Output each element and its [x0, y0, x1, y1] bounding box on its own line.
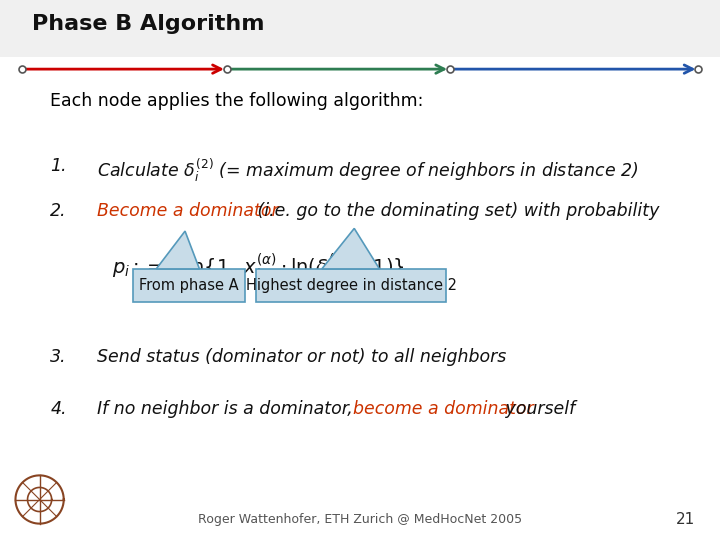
Text: Become a dominator: Become a dominator — [97, 202, 279, 220]
Text: Roger Wattenhofer, ETH Zurich @ MedHocNet 2005: Roger Wattenhofer, ETH Zurich @ MedHocNe… — [198, 513, 522, 526]
Text: Highest degree in distance 2: Highest degree in distance 2 — [246, 278, 456, 293]
Text: $p_i := \min\{1,\; x_i^{(\alpha)} \cdot \ln(\delta_i^{(2)}+1)\}$: $p_i := \min\{1,\; x_i^{(\alpha)} \cdot … — [112, 251, 404, 282]
Text: Calculate $\delta_i^{(2)}$ (= maximum degree of neighbors in distance 2): Calculate $\delta_i^{(2)}$ (= maximum de… — [97, 157, 639, 184]
Text: become a dominator: become a dominator — [353, 400, 534, 417]
Text: From phase A: From phase A — [139, 278, 239, 293]
Text: Phase B Algorithm: Phase B Algorithm — [32, 14, 265, 35]
Text: 2.: 2. — [50, 202, 67, 220]
Text: Each node applies the following algorithm:: Each node applies the following algorith… — [50, 92, 424, 110]
Text: 4.: 4. — [50, 400, 67, 417]
Text: 21: 21 — [675, 512, 695, 527]
FancyBboxPatch shape — [133, 269, 245, 302]
Text: yourself: yourself — [500, 400, 576, 417]
Text: (i.e. go to the dominating set) with probability: (i.e. go to the dominating set) with pro… — [252, 202, 660, 220]
Text: If no neighbor is a dominator,: If no neighbor is a dominator, — [97, 400, 359, 417]
Polygon shape — [322, 228, 379, 269]
FancyBboxPatch shape — [256, 269, 446, 302]
Text: Send status (dominator or not) to all neighbors: Send status (dominator or not) to all ne… — [97, 348, 506, 366]
Polygon shape — [156, 231, 199, 269]
Text: 1.: 1. — [50, 157, 67, 174]
Text: 3.: 3. — [50, 348, 67, 366]
FancyBboxPatch shape — [0, 0, 720, 57]
